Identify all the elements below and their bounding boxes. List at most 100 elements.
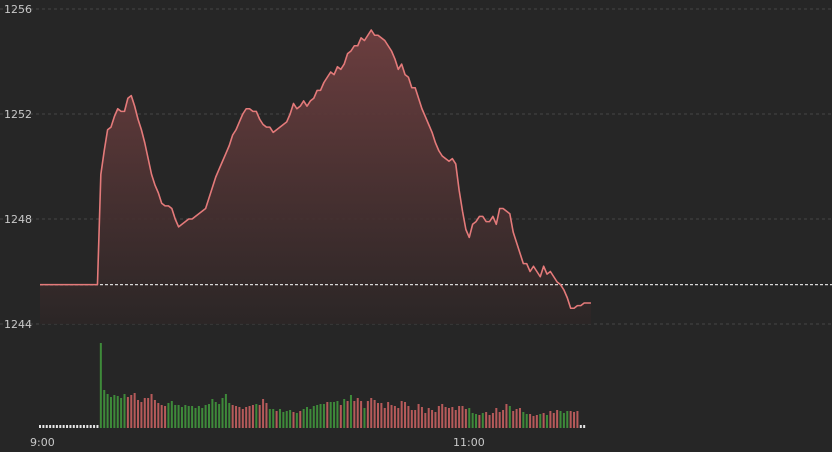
- volume-bar: [208, 404, 210, 428]
- volume-bar: [319, 404, 322, 428]
- volume-bar: [42, 425, 45, 428]
- volume-bar: [552, 413, 555, 428]
- volume-bar: [52, 425, 55, 428]
- volume-bar: [576, 411, 579, 428]
- volume-bar: [383, 408, 386, 428]
- volume-bar: [343, 399, 346, 428]
- volume-bar: [147, 398, 150, 428]
- volume-bar: [143, 398, 146, 428]
- volume-bar: [447, 408, 450, 428]
- volume-bar: [397, 408, 400, 428]
- volume-bar: [360, 401, 363, 428]
- volume-bar: [478, 415, 481, 428]
- volume-bar: [424, 413, 427, 428]
- volume-bar: [191, 406, 194, 428]
- volume-bar: [579, 425, 582, 428]
- volume-bar: [400, 401, 403, 428]
- volume-bar: [549, 411, 552, 428]
- volume-bar: [542, 413, 545, 428]
- volume-bar: [306, 407, 309, 428]
- volume-bar: [72, 425, 75, 428]
- x-tick-label-1100: 11:00: [453, 436, 485, 449]
- volume-bar: [491, 413, 494, 428]
- volume-bar: [99, 343, 102, 428]
- volume-bar: [116, 396, 119, 428]
- y-tick-label-1252: 1252: [4, 108, 32, 121]
- volume-bar: [309, 409, 312, 428]
- volume-bar: [241, 409, 244, 428]
- volume-bar: [39, 425, 41, 428]
- volume-bar: [62, 425, 65, 428]
- volume-bar: [471, 413, 474, 428]
- price-area: [40, 30, 591, 324]
- y-axis-labels: 1256 1252 1248 1244: [4, 3, 32, 331]
- volume-bar: [120, 398, 123, 428]
- volume-bar: [231, 405, 234, 428]
- volume-bar: [468, 408, 471, 428]
- volume-bar: [475, 414, 478, 428]
- volume-bar: [86, 425, 89, 428]
- volume-bar: [113, 395, 116, 428]
- volume-bar: [377, 403, 379, 428]
- volume-bar: [69, 425, 72, 428]
- volume-bar: [566, 411, 569, 428]
- volume-bar: [505, 404, 508, 428]
- volume-bar: [498, 412, 501, 428]
- y-tick-label-1248: 1248: [4, 213, 32, 226]
- volume-bar: [238, 407, 241, 428]
- volume-bar: [569, 411, 572, 428]
- volume-bar: [410, 410, 413, 428]
- volume-bar: [370, 398, 373, 428]
- x-axis-labels: 9:00 11:00: [30, 436, 485, 449]
- volume-bar: [201, 408, 204, 428]
- volume-bar: [387, 402, 390, 428]
- volume-bar: [45, 425, 48, 428]
- volume-bar: [262, 399, 265, 428]
- volume-bar: [346, 401, 349, 428]
- volume-bar: [407, 406, 410, 428]
- volume-bar: [458, 406, 461, 428]
- volume-bar: [556, 410, 559, 428]
- volume-bar: [160, 405, 163, 428]
- volume-bar: [349, 395, 352, 428]
- volume-bar: [356, 398, 359, 428]
- volume-bar: [508, 406, 511, 428]
- volume-bar: [417, 404, 420, 428]
- volume-bar: [562, 413, 565, 428]
- volume-bar: [167, 403, 170, 428]
- volume-bar: [268, 409, 271, 428]
- volume-bar: [529, 414, 532, 428]
- volume-bar: [539, 414, 542, 428]
- volume-bar: [174, 405, 177, 428]
- volume-bar: [157, 403, 160, 428]
- volume-bar: [353, 401, 356, 428]
- volume-bar: [366, 401, 369, 428]
- volume-bar: [285, 411, 288, 428]
- volume-bar: [427, 408, 430, 428]
- volume-bar: [106, 394, 109, 428]
- volume-bar: [275, 411, 278, 428]
- volume-bar: [82, 425, 85, 428]
- volume-bar: [336, 401, 339, 428]
- volume-bar: [495, 408, 498, 428]
- volume-bar: [251, 405, 254, 428]
- y-tick-label-1244: 1244: [4, 318, 32, 331]
- volume-bar: [312, 406, 315, 428]
- volume-bar: [573, 412, 576, 428]
- volume-bar: [292, 412, 295, 428]
- volume-bar: [76, 425, 79, 428]
- volume-bar: [224, 394, 227, 428]
- volume-bar: [441, 404, 444, 428]
- volume-bar: [434, 412, 437, 428]
- volume-bar: [137, 400, 140, 428]
- volume-bar: [59, 425, 62, 428]
- volume-bar: [326, 402, 329, 428]
- volume-bar: [390, 405, 393, 428]
- volume-bar: [316, 405, 319, 428]
- volume-bar: [235, 406, 238, 428]
- volume-bar: [214, 402, 217, 428]
- volume-bar: [123, 394, 126, 428]
- volume-bar: [218, 404, 221, 428]
- volume-bar: [170, 401, 173, 428]
